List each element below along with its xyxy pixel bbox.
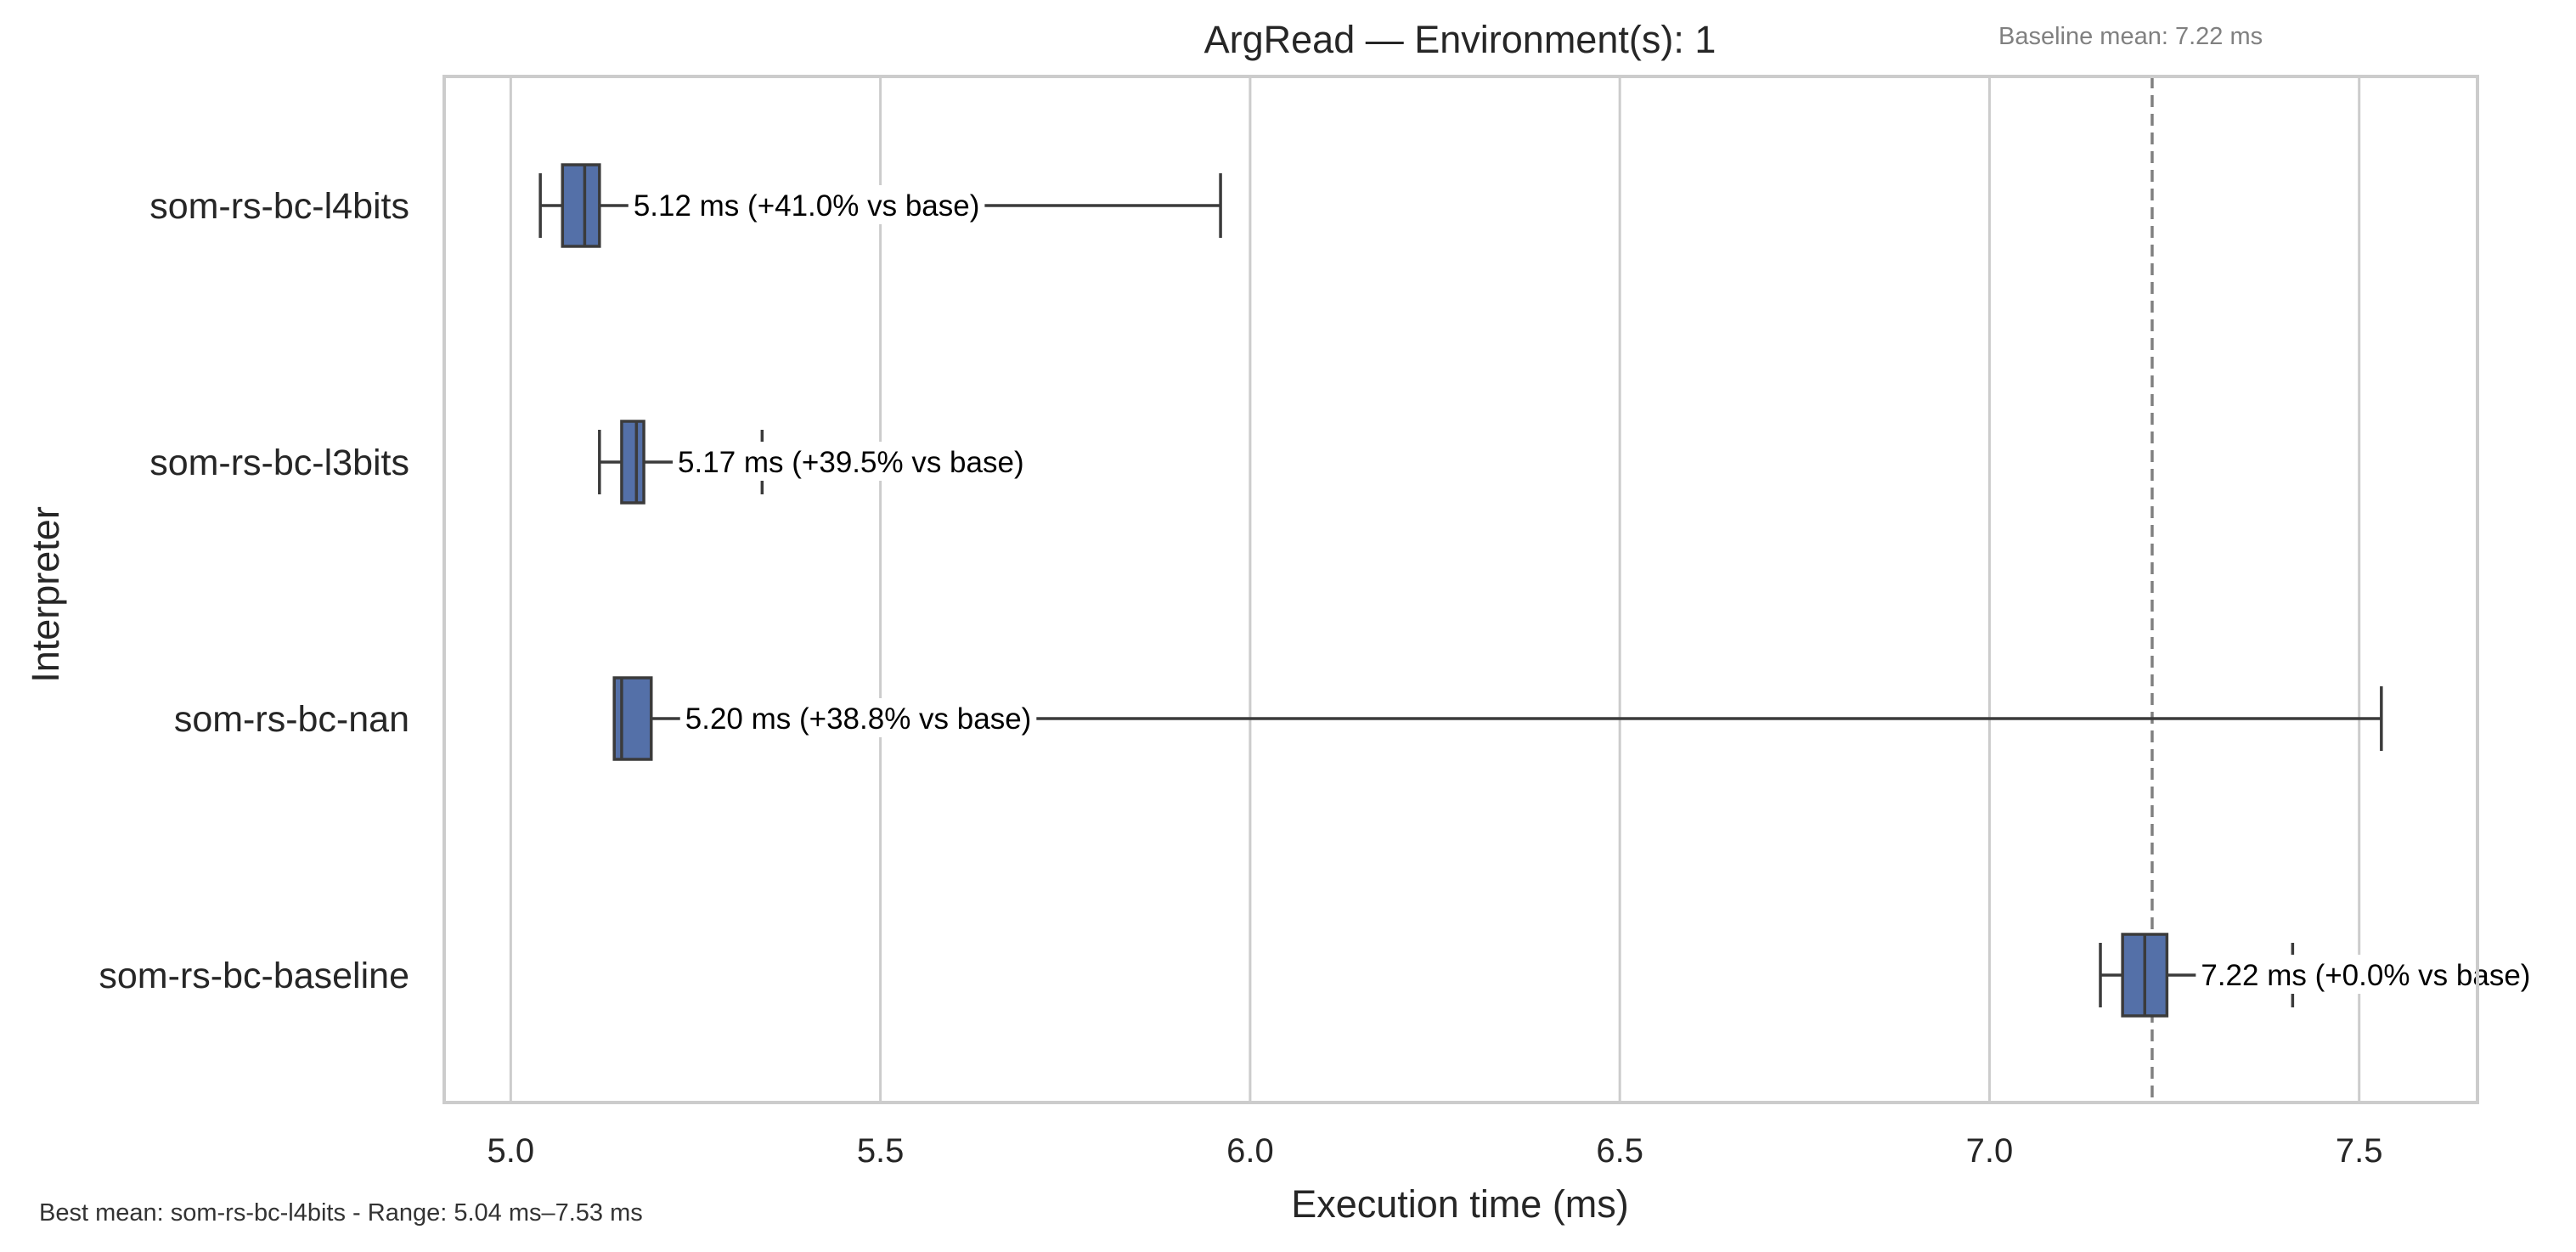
x-tick-label: 5.5 xyxy=(857,1132,905,1170)
iqr-box xyxy=(620,420,645,505)
y-category-labels: som-rs-bc-l4bits som-rs-bc-l3bits som-rs-b… xyxy=(99,186,409,996)
box-group: 5.17 ms (+39.5% vs base) xyxy=(598,420,1029,505)
box-series: 5.12 ms (+41.0% vs base) 5.17 ms (+39.5% … xyxy=(538,163,2536,1018)
x-tick-label: 7.0 xyxy=(1966,1132,2014,1170)
iqr-box xyxy=(612,676,653,761)
box-group: 7.22 ms (+0.0% vs base) xyxy=(2099,933,2536,1018)
value-annotation: 7.22 ms (+0.0% vs base) xyxy=(2201,959,2530,992)
box-group: 5.20 ms (+38.8% vs base) xyxy=(612,676,2383,761)
annotation-background xyxy=(628,185,985,224)
x-tick-label: 6.0 xyxy=(1226,1132,1274,1170)
x-tick-label: 5.0 xyxy=(488,1132,535,1170)
category-label: som-rs-bc-nan xyxy=(174,699,409,740)
category-label: som-rs-bc-l4bits xyxy=(149,186,409,227)
box-group: 5.12 ms (+41.0% vs base) xyxy=(538,163,1222,248)
value-annotation: 5.20 ms (+38.8% vs base) xyxy=(685,702,1032,736)
annotation-background xyxy=(673,442,1029,481)
category-label: som-rs-bc-baseline xyxy=(99,956,409,996)
x-tick-labels: 5.0 5.5 6.0 6.5 7.0 7.5 xyxy=(488,1132,2383,1170)
grid-lines xyxy=(509,76,2361,1103)
x-tick-label: 7.5 xyxy=(2336,1132,2383,1170)
y-axis-label: Interpreter xyxy=(24,506,67,683)
baseline-mean-label: Baseline mean: 7.22 ms xyxy=(1998,23,2263,50)
iqr-box xyxy=(561,163,601,248)
category-label: som-rs-bc-l3bits xyxy=(149,443,409,483)
x-axis-label: Execution time (ms) xyxy=(1291,1182,1629,1226)
annotation-background xyxy=(679,698,1037,737)
plot-frame xyxy=(442,75,2479,1104)
x-tick-label: 6.5 xyxy=(1596,1132,1643,1170)
chart-title: ArgRead — Environment(s): 1 xyxy=(1204,18,1716,61)
value-annotation: 5.12 ms (+41.0% vs base) xyxy=(634,189,980,223)
footer-note: Best mean: som-rs-bc-l4bits - Range: 5.0… xyxy=(39,1199,643,1227)
value-annotation: 5.17 ms (+39.5% vs base) xyxy=(678,446,1024,479)
